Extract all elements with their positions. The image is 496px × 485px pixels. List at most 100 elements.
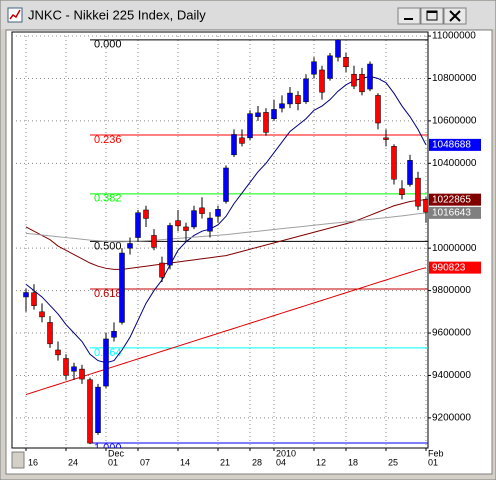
x-tick-label: 12 — [316, 457, 326, 467]
candle-body — [159, 262, 165, 278]
price-badge — [429, 206, 481, 219]
y-tick-label: 9600000 — [432, 328, 471, 339]
candle-body — [23, 292, 29, 298]
candle-body — [167, 225, 173, 266]
candle-body — [391, 146, 397, 180]
x-tick-label: 24 — [68, 457, 78, 467]
minimize-button[interactable] — [397, 7, 421, 25]
candle-body — [95, 386, 101, 433]
x-tick-label: 18 — [348, 457, 358, 467]
candle-body — [375, 95, 381, 124]
candle-body — [343, 56, 349, 68]
y-tick-label: 10000000 — [432, 243, 477, 254]
candle-body — [319, 69, 325, 93]
candle-body — [311, 61, 317, 75]
candle-body — [103, 338, 109, 387]
candle-body — [423, 199, 428, 213]
candle-body — [351, 73, 357, 87]
app-icon — [7, 7, 23, 23]
candle-body — [55, 349, 61, 356]
maximize-button[interactable] — [420, 7, 444, 25]
close-button[interactable] — [443, 7, 467, 25]
price-badge-label: 1016643 — [432, 208, 471, 219]
x-tick-label: 28 — [252, 457, 262, 467]
candle-body — [39, 311, 45, 318]
price-badge-label: 1022865 — [432, 194, 471, 205]
candle-body — [175, 220, 181, 227]
candle-body — [199, 207, 205, 214]
fib-label: 0.236 — [94, 134, 122, 146]
candle-body — [207, 217, 213, 232]
x-tick-label: 21 — [220, 457, 230, 467]
candle-body — [143, 209, 149, 219]
candle-body — [247, 113, 253, 139]
candle-body — [383, 137, 389, 140]
price-badge — [429, 193, 481, 206]
x-tick-label: 01 — [108, 457, 118, 467]
y-tick-label: 11000000 — [432, 31, 476, 42]
candle-body — [151, 235, 157, 248]
candle-body — [215, 209, 221, 217]
price-badge-label: 990823 — [432, 262, 466, 273]
candle-body — [111, 331, 117, 338]
x-tick-label: 04 — [276, 457, 286, 467]
moving-average — [25, 199, 427, 270]
candle-body — [327, 55, 333, 79]
candle-body — [407, 160, 413, 185]
fib-label: 0.500 — [94, 240, 122, 252]
candle-body — [191, 210, 197, 228]
fib-label: 0.618 — [94, 288, 122, 300]
candle-body — [359, 73, 365, 93]
x-tick-label: 01 — [428, 457, 438, 467]
candle-body — [231, 134, 237, 156]
candle-body — [239, 137, 245, 144]
y-tick-label: 9400000 — [432, 370, 471, 381]
x-tick-label: 07 — [140, 457, 150, 467]
candle-body — [295, 95, 301, 104]
candle-body — [135, 212, 141, 238]
x-month-label: Feb — [428, 448, 444, 458]
candle-body — [63, 358, 69, 376]
x-tick-label: 16 — [28, 457, 38, 467]
plot-area — [11, 31, 429, 449]
candle-body — [183, 226, 189, 231]
x-tick-label: 14 — [180, 457, 190, 467]
candle-body — [127, 243, 133, 249]
candle-body — [223, 167, 229, 202]
candle-body — [87, 379, 93, 444]
x-month-label: 2010 — [276, 448, 296, 458]
candle-body — [255, 112, 261, 117]
candle-body — [335, 39, 341, 58]
candle-body — [119, 252, 125, 323]
candle-body — [287, 92, 293, 105]
x-tick-label: 25 — [388, 457, 398, 467]
window-title: JNKC - Nikkei 225 Index, Daily — [28, 7, 206, 22]
y-tick-label: 9800000 — [432, 285, 471, 296]
moving-average — [25, 267, 427, 396]
scroll-button[interactable] — [11, 451, 25, 469]
y-tick-label: 10800000 — [432, 73, 477, 84]
candle-body — [279, 103, 285, 109]
moving-average — [25, 212, 427, 243]
price-badge-label: 1048688 — [432, 140, 471, 151]
candle-body — [367, 63, 373, 90]
y-tick-label: 10400000 — [432, 158, 477, 169]
y-tick-label: 9200000 — [432, 413, 471, 424]
candle-body — [47, 322, 53, 345]
candle-body — [303, 78, 309, 103]
candle-body — [271, 109, 277, 120]
candle-body — [79, 368, 85, 380]
price-badge — [429, 138, 481, 151]
fib-label: 0.000 — [94, 39, 122, 51]
fib-label: 1.000 — [94, 442, 122, 454]
y-tick-label: 10600000 — [432, 116, 477, 127]
candle-body — [31, 292, 37, 306]
candle-body — [399, 188, 405, 195]
x-month-label: Dec — [108, 448, 125, 458]
candle-body — [263, 112, 269, 133]
candle-body — [71, 366, 77, 372]
price-badge — [429, 261, 481, 274]
fib-label: 0.382 — [94, 193, 122, 205]
